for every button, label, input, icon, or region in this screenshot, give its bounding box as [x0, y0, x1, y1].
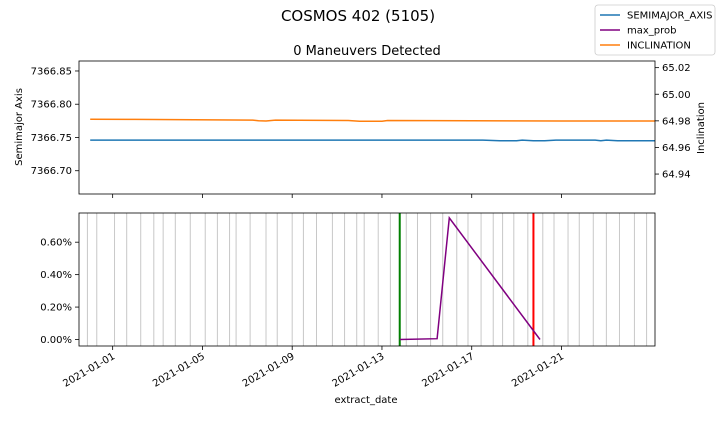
- y-tick-label: 7366.85: [31, 66, 72, 77]
- y2-tick-label: 64.94: [662, 170, 691, 181]
- bottom-panel-frame: [78, 212, 656, 347]
- top-panel-left-ticks: 7366.70 7366.75 7366.80 7366.85: [31, 66, 79, 177]
- top-panel: 0 Maneuvers Detected 7366.707366.757366.…: [14, 44, 707, 198]
- y2-tick-label: 65.00: [662, 90, 691, 101]
- legend-label: max_prob: [627, 26, 677, 37]
- y2-tick-label: 64.98: [662, 116, 691, 127]
- y-tick-label: 0.20%: [40, 303, 72, 314]
- y-tick-label: 0.60%: [40, 238, 72, 249]
- top-panel-series: [90, 118, 655, 142]
- y-tick-label: 7366.70: [31, 166, 72, 177]
- y-tick-label: 0.40%: [40, 270, 72, 281]
- x-tick-label: 2021-01-05: [151, 351, 207, 390]
- y-tick-label: 7366.80: [31, 100, 72, 111]
- x-tick-label: 2021-01-09: [241, 351, 297, 390]
- legend: SEMIMAJOR_AXIS max_prob INCLINATION: [594, 4, 716, 56]
- series-line-inclination: [90, 118, 655, 122]
- top-panel-ylabel-right: Inclination: [696, 102, 707, 154]
- y2-tick-label: 65.02: [662, 63, 691, 74]
- y-tick-label: 7366.75: [31, 133, 72, 144]
- top-panel-right-ticks: 64.94 64.96 64.98 65.00 65.02: [655, 63, 691, 181]
- bottom-panel-series: [399, 215, 541, 341]
- top-panel-frame: [78, 60, 656, 195]
- legend-entries: SEMIMAJOR_AXIS max_prob INCLINATION: [600, 11, 712, 52]
- top-panel-ylabel-left: Semimajor Axis: [14, 88, 25, 166]
- x-tick-label: 2021-01-21: [510, 351, 566, 390]
- bottom-panel-x-ticks: 2021-01-01 2021-01-05 2021-01-09 2021-01-13…: [61, 346, 566, 390]
- figure-suptitle: COSMOS 402 (5105): [281, 7, 435, 25]
- legend-label: SEMIMAJOR_AXIS: [627, 11, 712, 22]
- series-line-semimajor-axis: [90, 139, 655, 142]
- y2-tick-label: 64.96: [662, 143, 691, 154]
- x-tick-label: 2021-01-01: [61, 351, 117, 390]
- y-tick-label: 0.00%: [40, 335, 72, 346]
- series-line-max-prob: [399, 215, 541, 341]
- top-panel-x-ticks: [112, 194, 562, 198]
- legend-frame: [594, 4, 716, 56]
- bottom-panel-y-ticks: 0.00% 0.20% 0.40% 0.60%: [40, 238, 79, 346]
- bottom-panel-xlabel: extract_date: [334, 395, 397, 406]
- top-panel-title: 0 Maneuvers Detected: [293, 44, 441, 59]
- x-tick-label: 2021-01-17: [420, 351, 476, 390]
- legend-label: INCLINATION: [627, 41, 691, 52]
- bottom-panel: 0.00%0.20%0.40%0.60% 2021-01-01 2021-01-0…: [40, 212, 656, 406]
- bottom-panel-observation-lines: [86, 213, 648, 346]
- x-tick-label: 2021-01-13: [331, 351, 387, 390]
- bottom-panel-markers: [398, 213, 535, 346]
